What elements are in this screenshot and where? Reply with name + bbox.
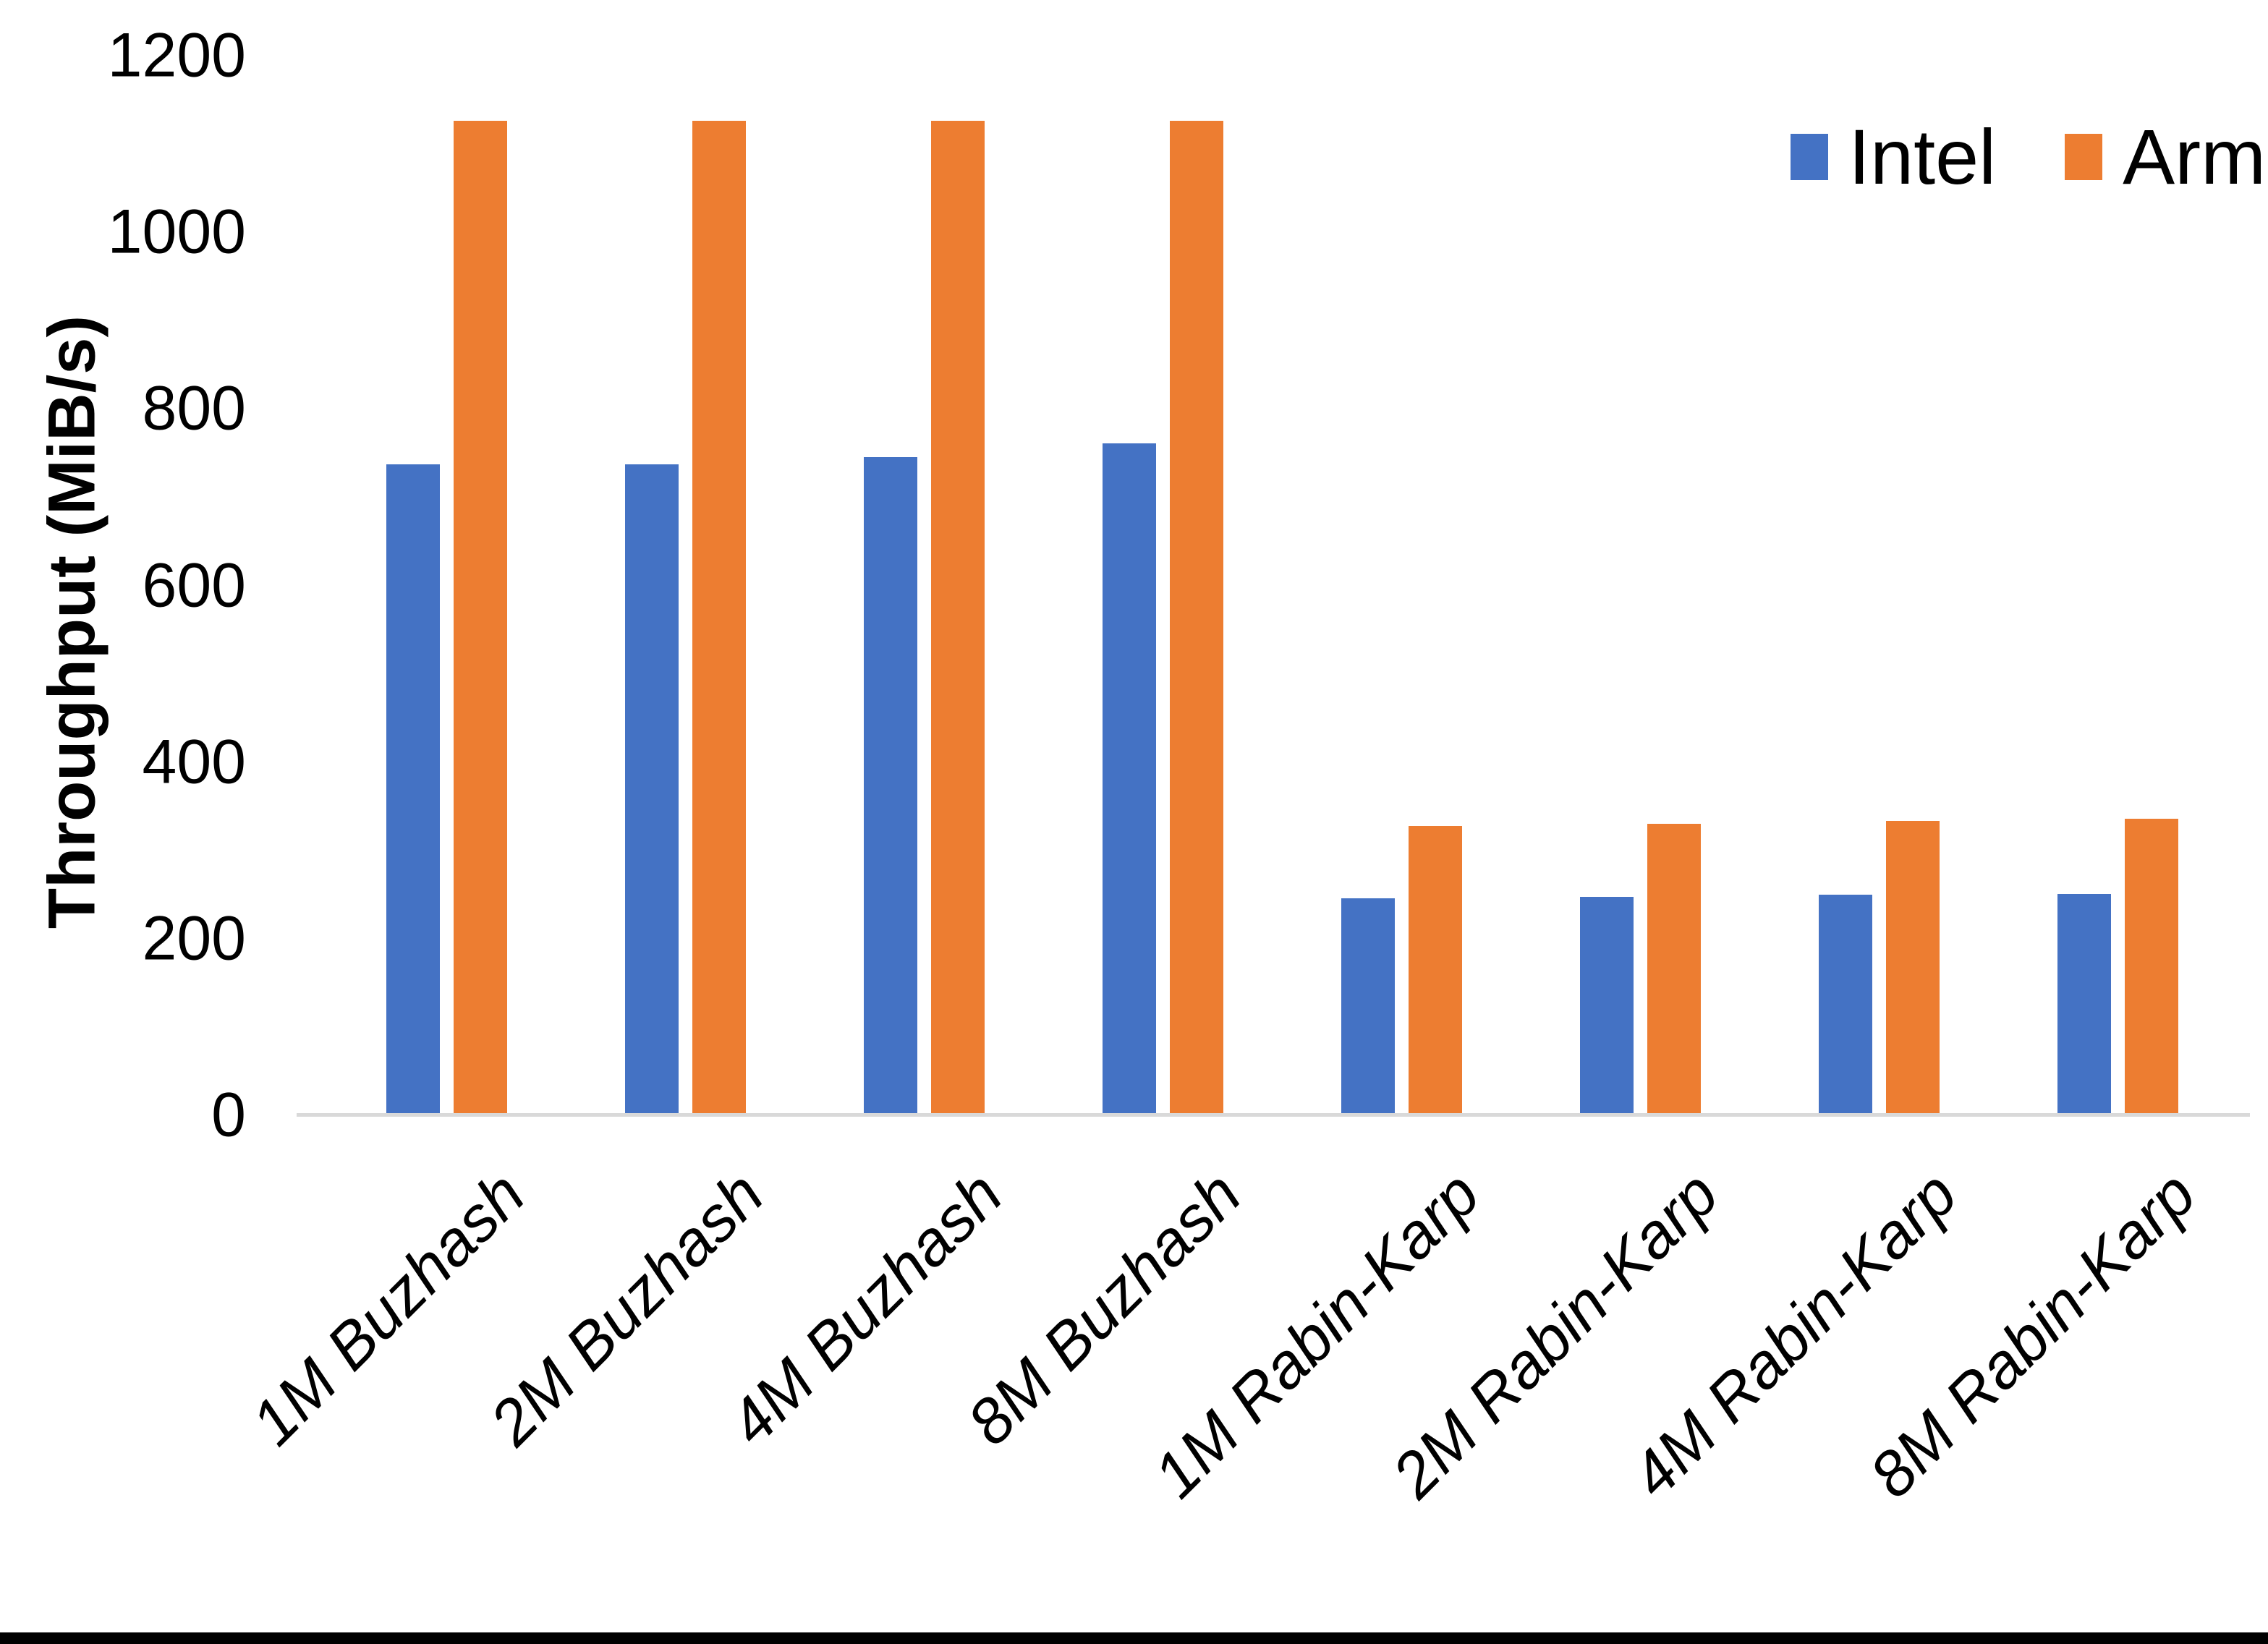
y-tick-label-600: 600	[142, 550, 247, 620]
y-tick-label-200: 200	[142, 903, 247, 974]
legend-label-arm: Arm	[2123, 113, 2267, 200]
bar-arm-1	[454, 121, 507, 1115]
bar-intel-7	[1819, 894, 1872, 1115]
x-axis-line	[297, 1113, 2250, 1117]
bar-intel-2	[625, 464, 679, 1115]
bottom-border	[0, 1632, 2268, 1644]
bar-intel-3	[864, 457, 917, 1115]
y-tick-label-800: 800	[142, 373, 247, 443]
bar-arm-6	[1647, 824, 1701, 1115]
bar-arm-5	[1409, 825, 1462, 1115]
bar-arm-7	[1886, 821, 1940, 1115]
y-tick-label-0: 0	[211, 1080, 246, 1150]
bar-arm-4	[1170, 121, 1223, 1115]
y-axis-title: Throughput (MiB/s)	[35, 315, 109, 929]
y-tick-label-1000: 1000	[107, 197, 246, 267]
legend-swatch-arm	[2065, 134, 2103, 180]
legend: Intel Arm	[1791, 118, 2266, 196]
bar-intel-5	[1341, 898, 1395, 1115]
bar-intel-6	[1580, 897, 1634, 1115]
bar-arm-3	[931, 121, 985, 1115]
legend-label-intel: Intel	[1848, 113, 1997, 200]
legend-item-arm: Arm	[2065, 118, 2266, 196]
bar-intel-4	[1103, 443, 1156, 1115]
bar-arm-2	[692, 121, 746, 1115]
y-tick-label-1200: 1200	[107, 20, 246, 90]
y-tick-label-400: 400	[142, 727, 247, 797]
legend-swatch-intel	[1791, 134, 1828, 180]
legend-item-intel: Intel	[1791, 118, 1996, 196]
bar-arm-8	[2125, 818, 2178, 1115]
bar-intel-8	[2057, 893, 2111, 1115]
bar-intel-1	[386, 464, 440, 1115]
